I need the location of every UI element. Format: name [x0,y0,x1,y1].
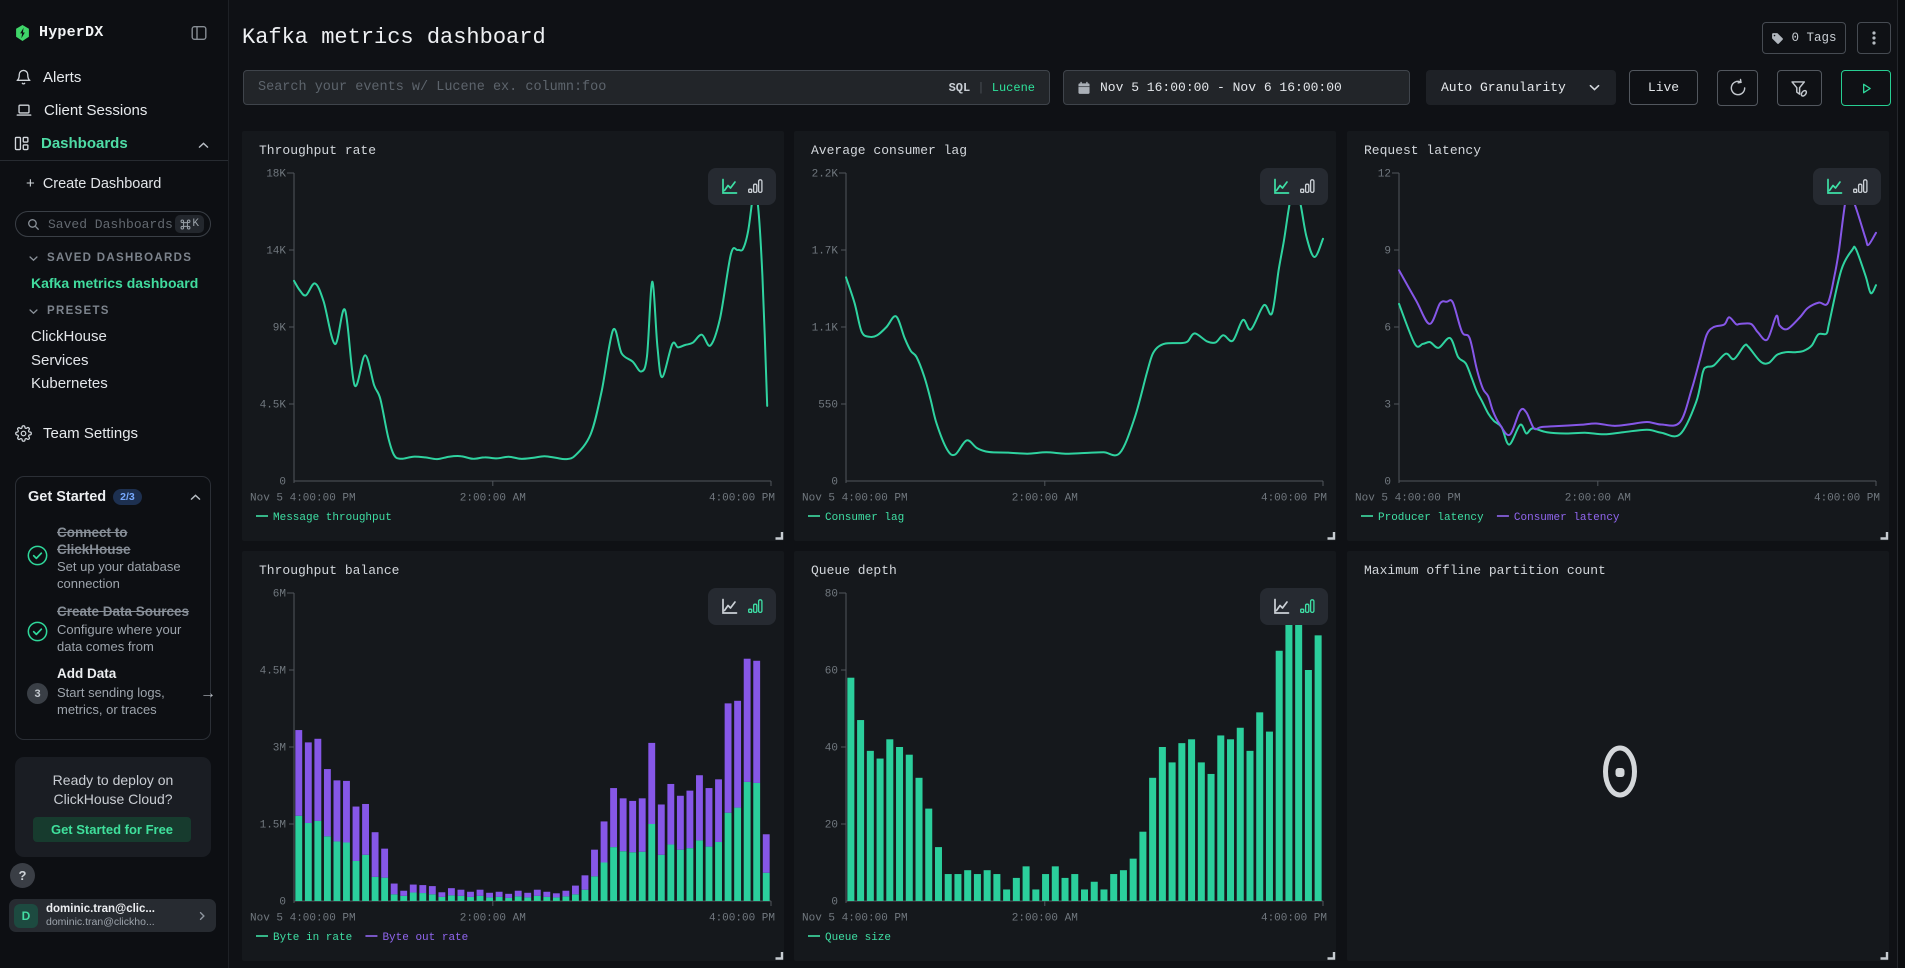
svg-text:1.5M: 1.5M [260,820,286,832]
svg-text:Nov 5 4:00:00 PM: Nov 5 4:00:00 PM [802,493,908,505]
svg-text:80: 80 [825,589,838,601]
svg-text:Consumer lag: Consumer lag [825,512,904,524]
svg-text:12: 12 [1378,169,1391,181]
svg-text:Producer latency: Producer latency [1378,512,1484,524]
svg-text:1.7K: 1.7K [812,246,839,258]
svg-text:3M: 3M [273,743,286,755]
svg-text:2:00:00 AM: 2:00:00 AM [460,493,526,505]
svg-text:0: 0 [831,477,838,489]
svg-text:4:00:00 PM: 4:00:00 PM [1261,913,1327,925]
svg-text:2:00:00 AM: 2:00:00 AM [1012,493,1078,505]
svg-text:40: 40 [825,743,838,755]
svg-text:2:00:00 AM: 2:00:00 AM [460,913,526,925]
svg-text:1.1K: 1.1K [812,323,839,335]
svg-text:Nov 5 4:00:00 PM: Nov 5 4:00:00 PM [1355,493,1461,505]
svg-text:18K: 18K [266,169,286,181]
svg-text:2:00:00 AM: 2:00:00 AM [1565,493,1631,505]
svg-text:20: 20 [825,820,838,832]
svg-text:9: 9 [1384,246,1391,258]
svg-text:Nov 5 4:00:00 PM: Nov 5 4:00:00 PM [250,913,356,925]
svg-text:3: 3 [1384,400,1391,412]
svg-text:Nov 5 4:00:00 PM: Nov 5 4:00:00 PM [250,493,356,505]
svg-text:0: 0 [831,897,838,909]
svg-text:4:00:00 PM: 4:00:00 PM [1261,493,1327,505]
svg-text:14K: 14K [266,246,286,258]
svg-text:0: 0 [279,897,286,909]
svg-text:Nov 5 4:00:00 PM: Nov 5 4:00:00 PM [802,913,908,925]
svg-text:4:00:00 PM: 4:00:00 PM [709,913,775,925]
svg-text:4:00:00 PM: 4:00:00 PM [709,493,775,505]
svg-text:2.2K: 2.2K [812,169,839,181]
svg-text:Byte in rate: Byte in rate [273,932,352,944]
svg-text:0: 0 [279,477,286,489]
svg-text:Byte out rate: Byte out rate [382,932,468,944]
svg-text:9K: 9K [273,323,287,335]
svg-text:550: 550 [818,400,838,412]
svg-text:0: 0 [1384,477,1391,489]
svg-text:2:00:00 AM: 2:00:00 AM [1012,913,1078,925]
svg-text:6M: 6M [273,589,286,601]
svg-text:4:00:00 PM: 4:00:00 PM [1814,493,1880,505]
svg-text:Queue size: Queue size [825,932,891,944]
svg-text:Consumer latency: Consumer latency [1514,512,1620,524]
svg-text:4.5M: 4.5M [260,666,286,678]
svg-text:6: 6 [1384,323,1391,335]
svg-text:Message throughput: Message throughput [273,512,392,524]
svg-text:60: 60 [825,666,838,678]
svg-text:4.5K: 4.5K [260,400,287,412]
